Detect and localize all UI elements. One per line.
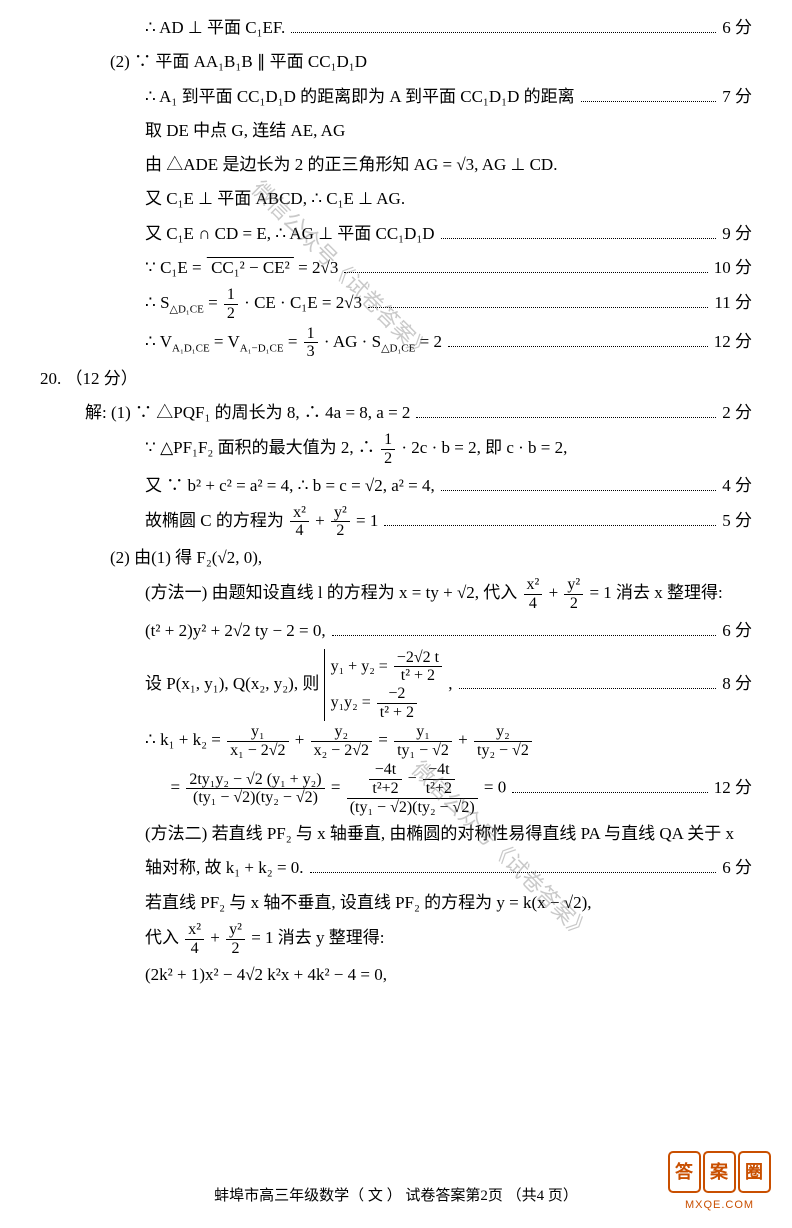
solution-line: 轴对称, 故 k₁ + k₂ = 0. 6 分 (40, 852, 752, 884)
solution-line: 又 C₁E ∩ CD = E, ∴ AG ⊥ 平面 CC₁D₁D 9 分 (40, 218, 752, 250)
solution-line: 由 △ADE 是边长为 2 的正三角形知 AG = √3, AG ⊥ CD. (40, 149, 752, 181)
line-content: (2) 由(1) 得 F₂(√2, 0), (110, 542, 262, 574)
line-content: 又 C₁E ∩ CD = E, ∴ AG ⊥ 平面 CC₁D₁D (145, 218, 435, 250)
line-content: ∵ C₁E = CC₁² − CE² = 2√3 (145, 252, 338, 284)
solution-line: 又 C₁E ⊥ 平面 ABCD, ∴ C₁E ⊥ AG. (40, 183, 752, 215)
dot-leader (441, 222, 717, 238)
score-label: 7 分 (722, 81, 752, 113)
score-label: 8 分 (722, 668, 752, 700)
dot-leader (441, 474, 717, 490)
line-content: 由 △ADE 是边长为 2 的正三角形知 AG = √3, AG ⊥ CD. (145, 149, 557, 181)
line-content: = 2ty₁y₂ − √2 (y₁ + y₂)(ty₁ − √2)(ty₂ − … (145, 761, 506, 816)
solution-line: 代入 x²4 + y²2 = 1 消去 y 整理得: (40, 921, 752, 957)
solution-line: ∵ △PF₁F₂ 面积的最大值为 2, ∴ 12 · 2c · b = 2, 即… (40, 431, 752, 467)
dot-leader (384, 510, 716, 526)
logo-char: 圈 (738, 1151, 771, 1193)
score-label: 12 分 (714, 326, 752, 358)
line-content: 取 DE 中点 G, 连结 AE, AG (145, 115, 345, 147)
logo-char: 案 (703, 1151, 736, 1193)
dot-leader (344, 257, 707, 273)
score-label: 11 分 (714, 287, 752, 319)
solution-line: (方法一) 由题知设直线 l 的方程为 x = ty + √2, 代入 x²4 … (40, 576, 752, 612)
line-content: ∴ AD ⊥ 平面 C₁EF. (145, 12, 285, 44)
line-content: 若直线 PF₂ 与 x 轴不垂直, 设直线 PF₂ 的方程为 y = k(x −… (145, 887, 592, 919)
solution-line: 取 DE 中点 G, 连结 AE, AG (40, 115, 752, 147)
dot-leader (581, 85, 717, 101)
solution-line: ∴ k₁ + k₂ = y₁x₁ − 2√2 + y₂x₂ − 2√2 = y₁… (40, 723, 752, 759)
line-content: ∴ S△D₁CE = 12 · CE · C₁E = 2√3 (145, 286, 362, 322)
line-content: 故椭圆 C 的方程为 x²4 + y²2 = 1 (145, 504, 378, 540)
site-logo: 答案圈MXQE.COM (667, 1151, 772, 1216)
dot-leader (368, 292, 708, 308)
score-label: 6 分 (722, 12, 752, 44)
dot-leader (332, 619, 717, 635)
line-content: (2) ∵ 平面 AA₁B₁B ∥ 平面 CC₁D₁D (110, 46, 367, 78)
line-content: 20. （12 分） (40, 363, 138, 395)
solution-line: 解: (1) ∵ △PQF₁ 的周长为 8, ∴ 4a = 8, a = 2 2 … (40, 397, 752, 429)
dot-leader (448, 330, 708, 346)
score-label: 9 分 (722, 218, 752, 250)
line-content: ∴ k₁ + k₂ = y₁x₁ − 2√2 + y₂x₂ − 2√2 = y₁… (145, 723, 534, 759)
line-content: (2k² + 1)x² − 4√2 k²x + 4k² − 4 = 0, (145, 959, 387, 991)
line-content: 解: (1) ∵ △PQF₁ 的周长为 8, ∴ 4a = 8, a = 2 (85, 397, 410, 429)
score-label: 4 分 (722, 470, 752, 502)
dot-leader (291, 17, 716, 33)
line-content: (t² + 2)y² + 2√2 ty − 2 = 0, (145, 615, 326, 647)
solution-line: ∴ S△D₁CE = 12 · CE · C₁E = 2√3 11 分 (40, 286, 752, 322)
line-content: ∴ A₁ 到平面 CC₁D₁D 的距离即为 A 到平面 CC₁D₁D 的距离 (145, 81, 575, 113)
dot-leader (459, 673, 717, 689)
solution-line: 若直线 PF₂ 与 x 轴不垂直, 设直线 PF₂ 的方程为 y = k(x −… (40, 887, 752, 919)
solution-line: ∴ VA₁D₁CE = VA₁−D₁CE = 13 · AG · S△D₁CE … (40, 325, 752, 361)
line-content: (方法一) 由题知设直线 l 的方程为 x = ty + √2, 代入 x²4 … (145, 576, 723, 612)
score-label: 5 分 (722, 505, 752, 537)
solution-line: (2k² + 1)x² − 4√2 k²x + 4k² − 4 = 0, (40, 959, 752, 991)
solution-line: 又 ∵ b² + c² = a² = 4, ∴ b = c = √2, a² =… (40, 470, 752, 502)
solution-line: ∴ AD ⊥ 平面 C₁EF. 6 分 (40, 12, 752, 44)
logo-char: 答 (668, 1151, 701, 1193)
solution-line: (方法二) 若直线 PF₂ 与 x 轴垂直, 由椭圆的对称性易得直线 PA 与直… (40, 818, 752, 850)
logo-url: MXQE.COM (667, 1195, 772, 1216)
dot-leader (416, 402, 716, 418)
solution-line: ∴ A₁ 到平面 CC₁D₁D 的距离即为 A 到平面 CC₁D₁D 的距离 7 … (40, 81, 752, 113)
solution-line: 20. （12 分） (40, 363, 752, 395)
line-content: 设 P(x₁, y₁), Q(x₂, y₂), 则 y₁ + y₂ = −2√2… (145, 649, 453, 721)
solution-line: (2) 由(1) 得 F₂(√2, 0), (40, 542, 752, 574)
solution-line: (2) ∵ 平面 AA₁B₁B ∥ 平面 CC₁D₁D (40, 46, 752, 78)
line-content: 代入 x²4 + y²2 = 1 消去 y 整理得: (145, 921, 385, 957)
solution-line: = 2ty₁y₂ − √2 (y₁ + y₂)(ty₁ − √2)(ty₂ − … (40, 761, 752, 816)
score-label: 6 分 (722, 615, 752, 647)
score-label: 12 分 (714, 772, 752, 804)
solution-line: (t² + 2)y² + 2√2 ty − 2 = 0, 6 分 (40, 615, 752, 647)
score-label: 10 分 (714, 252, 752, 284)
line-content: (方法二) 若直线 PF₂ 与 x 轴垂直, 由椭圆的对称性易得直线 PA 与直… (145, 818, 734, 850)
dot-leader (310, 857, 717, 873)
solution-line: 故椭圆 C 的方程为 x²4 + y²2 = 1 5 分 (40, 504, 752, 540)
line-content: 又 C₁E ⊥ 平面 ABCD, ∴ C₁E ⊥ AG. (145, 183, 405, 215)
line-content: 又 ∵ b² + c² = a² = 4, ∴ b = c = √2, a² =… (145, 470, 435, 502)
line-content: ∴ VA₁D₁CE = VA₁−D₁CE = 13 · AG · S△D₁CE … (145, 325, 442, 361)
dot-leader (512, 776, 708, 792)
score-label: 2 分 (722, 397, 752, 429)
score-label: 6 分 (722, 852, 752, 884)
solution-line: 设 P(x₁, y₁), Q(x₂, y₂), 则 y₁ + y₂ = −2√2… (40, 649, 752, 721)
solution-line: ∵ C₁E = CC₁² − CE² = 2√3 10 分 (40, 252, 752, 284)
line-content: 轴对称, 故 k₁ + k₂ = 0. (145, 852, 304, 884)
line-content: ∵ △PF₁F₂ 面积的最大值为 2, ∴ 12 · 2c · b = 2, 即… (145, 431, 567, 467)
